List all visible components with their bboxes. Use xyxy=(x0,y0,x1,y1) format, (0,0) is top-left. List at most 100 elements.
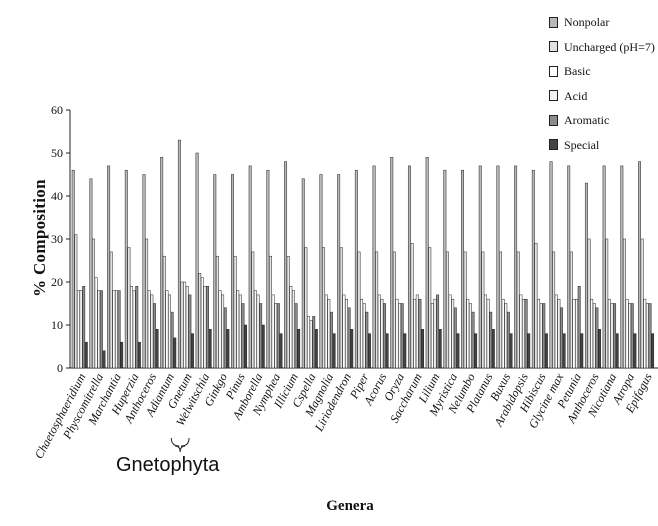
bar xyxy=(145,238,149,369)
bar xyxy=(403,333,407,369)
bar xyxy=(531,169,535,369)
bar xyxy=(307,316,310,369)
bar xyxy=(170,311,174,369)
bar xyxy=(584,182,588,369)
bar xyxy=(552,251,556,369)
bar xyxy=(127,247,131,369)
bar xyxy=(261,324,265,369)
bar xyxy=(206,286,209,369)
bar xyxy=(191,333,194,369)
bar xyxy=(339,247,343,369)
bar xyxy=(241,303,245,369)
bar xyxy=(415,294,419,369)
legend-item: Acid xyxy=(549,84,655,109)
bar xyxy=(522,298,525,369)
bar xyxy=(575,298,579,369)
bar xyxy=(534,243,538,369)
bar xyxy=(213,174,217,369)
legend-swatch xyxy=(549,114,558,126)
bar xyxy=(395,298,399,369)
bar xyxy=(433,298,437,369)
bar xyxy=(645,303,649,369)
gnetophyta-bracket xyxy=(170,437,190,453)
bar xyxy=(362,303,366,369)
bar xyxy=(97,290,101,369)
legend-label: Nonpolar xyxy=(564,15,610,29)
bar xyxy=(221,294,225,369)
bar xyxy=(238,294,242,369)
bar xyxy=(560,307,563,369)
legend-swatch xyxy=(549,41,558,53)
legend: Nonpolar Uncharged (pH=7) Basic Acid Aromati… xyxy=(549,10,655,157)
bar xyxy=(413,298,417,369)
bar xyxy=(342,294,346,369)
bar xyxy=(269,255,272,369)
bar xyxy=(620,165,624,369)
bar xyxy=(592,303,596,369)
bar xyxy=(337,174,341,369)
bar xyxy=(79,290,83,369)
bar xyxy=(124,169,128,369)
bar xyxy=(577,286,581,369)
bar xyxy=(478,165,482,369)
bar xyxy=(602,165,606,369)
legend-swatch xyxy=(549,90,558,102)
bar xyxy=(82,286,86,369)
y-tick-label: 50 xyxy=(51,146,63,160)
bar xyxy=(451,298,455,369)
bar xyxy=(185,286,189,369)
bar xyxy=(350,329,354,369)
bar xyxy=(354,169,358,369)
bar xyxy=(180,281,184,369)
bar xyxy=(598,329,601,369)
bar xyxy=(168,294,171,369)
bar xyxy=(198,273,202,369)
bar xyxy=(107,165,111,369)
y-axis-label: % Composition xyxy=(30,179,49,297)
bar xyxy=(231,174,234,369)
bar xyxy=(557,298,561,369)
bar xyxy=(448,294,452,369)
legend-label: Special xyxy=(564,137,600,152)
bar xyxy=(605,238,609,369)
bar xyxy=(463,251,467,369)
bar xyxy=(622,238,626,369)
bar xyxy=(489,311,493,369)
bar xyxy=(640,238,644,369)
legend-swatch xyxy=(549,139,558,151)
bar xyxy=(549,161,553,369)
legend-swatch xyxy=(549,16,558,28)
bar xyxy=(135,286,139,369)
legend-swatch xyxy=(549,65,558,77)
bar xyxy=(84,341,88,369)
y-tick-label: 30 xyxy=(51,232,63,246)
bar xyxy=(436,294,440,369)
bar xyxy=(137,341,141,369)
bar xyxy=(253,290,257,369)
bar xyxy=(468,303,472,369)
bar xyxy=(625,298,629,369)
bar xyxy=(607,298,611,369)
bar xyxy=(567,165,571,369)
bar xyxy=(226,329,230,369)
bar xyxy=(590,298,594,369)
bar xyxy=(506,311,510,369)
bar xyxy=(183,281,187,369)
bar xyxy=(165,290,169,369)
bar xyxy=(446,251,449,369)
bar xyxy=(279,333,283,369)
bar xyxy=(519,294,523,369)
bar xyxy=(89,178,93,369)
legend-item: Aromatic xyxy=(549,108,655,133)
bar xyxy=(453,307,457,369)
bar xyxy=(327,298,331,369)
bar xyxy=(195,152,199,369)
bar xyxy=(524,298,528,369)
bar xyxy=(218,290,222,369)
y-tick-label: 10 xyxy=(51,318,63,332)
bar xyxy=(372,165,376,369)
bar xyxy=(484,294,487,369)
bar xyxy=(572,298,576,369)
bar xyxy=(92,238,95,369)
bar xyxy=(274,303,278,369)
